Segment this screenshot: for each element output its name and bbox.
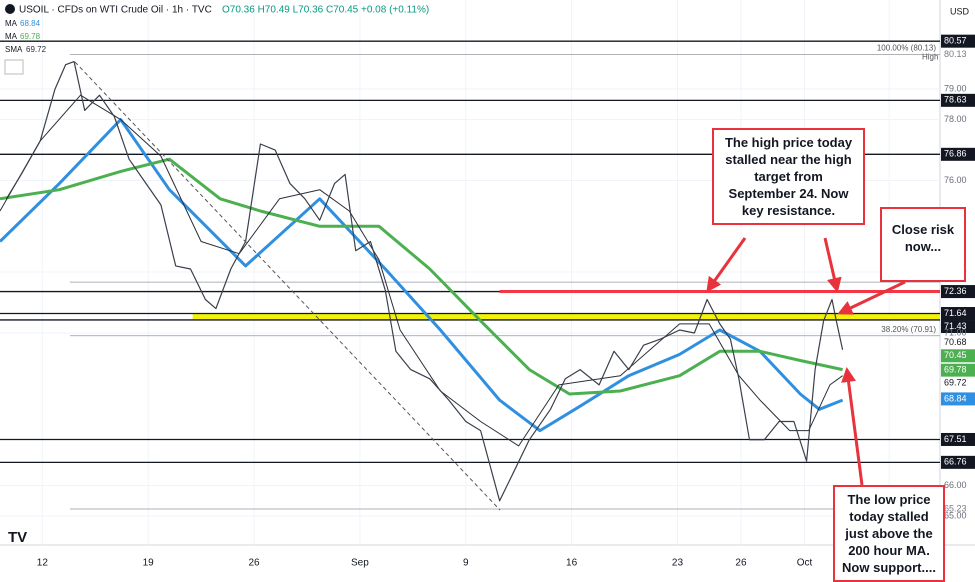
y-tick-label: 71.00 xyxy=(944,327,967,337)
price-label: 66.76 xyxy=(944,457,967,467)
x-tick-label: 26 xyxy=(248,558,260,569)
price-label: 67.51 xyxy=(944,434,967,444)
y-tick-label: 76.00 xyxy=(944,175,967,185)
y-tick-label: 78.00 xyxy=(944,114,967,124)
y-tick-label: 66.00 xyxy=(944,480,967,490)
legend-value: 68.84 xyxy=(20,19,41,28)
price-label: 69.72 xyxy=(944,378,967,388)
price-label-box xyxy=(941,392,975,406)
price-label-box xyxy=(941,336,975,350)
support-band xyxy=(192,313,940,320)
legend-value: 69.78 xyxy=(20,32,41,41)
price-label: 71.43 xyxy=(944,321,967,331)
price-label-box xyxy=(941,93,975,107)
trend-line xyxy=(74,61,501,511)
price-label: 65.23 xyxy=(944,503,967,513)
symbol-icon xyxy=(5,4,15,14)
legend-name: MA xyxy=(5,32,18,41)
price-label: 80.13 xyxy=(944,49,967,59)
price-label-box xyxy=(941,34,975,48)
ohlc: O70.36 H70.49 L70.36 C70.45 +0.08 (+0.11… xyxy=(222,5,429,16)
y-tick-label: 65.00 xyxy=(944,510,967,520)
x-tick-label: 26 xyxy=(735,558,747,569)
collapse-button[interactable] xyxy=(4,59,24,75)
price-label: 70.68 xyxy=(944,337,967,347)
arrow xyxy=(841,367,864,486)
fib-label: 38.20% (70.91) xyxy=(881,325,936,334)
price-label-box xyxy=(941,285,975,299)
x-tick-label: 19 xyxy=(143,558,155,569)
price-label: 69.78 xyxy=(944,365,967,375)
annotation: Close risk now... xyxy=(880,207,966,282)
legend-name: MA xyxy=(5,19,18,28)
price-label-box xyxy=(941,376,975,390)
high-label: High xyxy=(922,53,938,62)
x-tick-label: 23 xyxy=(672,558,684,569)
series-line xyxy=(0,157,843,396)
price-label-box xyxy=(941,455,975,469)
price-label: 68.84 xyxy=(944,393,967,403)
arrow xyxy=(706,237,747,293)
currency: USD xyxy=(950,6,970,16)
price-label-box xyxy=(941,349,975,363)
annotation: The high price today stalled near the hi… xyxy=(712,128,865,225)
fib-label: 100.00% (80.13) xyxy=(877,44,936,53)
series-line xyxy=(5,61,844,502)
price-label: 76.86 xyxy=(944,149,967,159)
price-label-box xyxy=(941,320,975,334)
chart-title: USOIL · CFDs on WTI Crude Oil · 1h · TVC xyxy=(19,5,212,16)
price-label: 72.36 xyxy=(944,286,967,296)
x-tick-label: 12 xyxy=(37,558,49,569)
price-label-box xyxy=(941,432,975,446)
legend-name: SMA xyxy=(5,45,23,54)
annotation: The low price today stalled just above t… xyxy=(833,485,945,582)
price-label-box xyxy=(941,363,975,377)
price-label: 80.57 xyxy=(944,36,967,46)
price-label-box xyxy=(941,307,975,321)
plot-area: 100.00% (80.13)50.00% (72.67)38.20% (70.… xyxy=(0,0,940,545)
price-label-box xyxy=(941,502,975,516)
price-label: 78.63 xyxy=(944,95,967,105)
x-tick-label: Sep xyxy=(351,558,369,569)
tv-logo: TV xyxy=(8,529,27,546)
arrow xyxy=(823,237,842,293)
price-label-box xyxy=(941,147,975,161)
arrow xyxy=(837,280,906,315)
y-tick-label: 79.00 xyxy=(944,83,967,93)
price-label-box xyxy=(941,48,975,62)
legend-value: 69.72 xyxy=(26,45,47,54)
arrows xyxy=(706,237,906,486)
overlay: 80.57 80.13 78.63 76.86 72.36 71.64 71.43 70.68… xyxy=(941,34,975,516)
x-tick-label: Oct xyxy=(797,558,813,569)
x-tick-label: 9 xyxy=(463,558,469,569)
price-label: 70.45 xyxy=(944,350,967,360)
series-line xyxy=(0,118,844,433)
price-label: 71.64 xyxy=(944,308,967,318)
x-tick-label: 16 xyxy=(566,558,578,569)
